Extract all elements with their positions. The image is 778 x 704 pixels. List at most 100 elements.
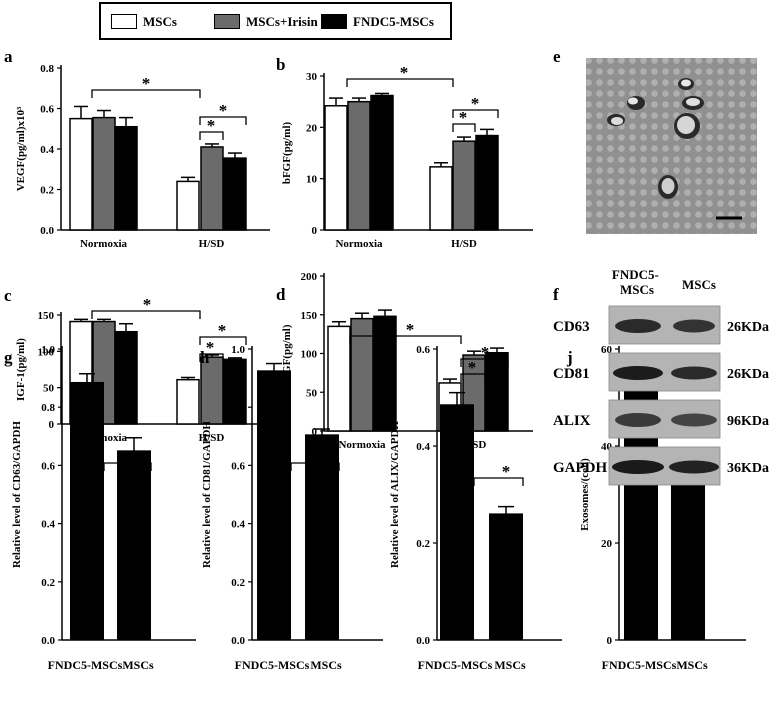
significance-bracket-c: [91, 310, 201, 319]
blot-band-mscs: [671, 366, 717, 380]
em-micrograph: [586, 58, 757, 234]
significance-bracket-b: [452, 109, 499, 118]
bar-charts: a 0.0 0.2 0.4 0.6 0.8 VEGF(pg/ml)x10³ Normoxia H…: [4, 47, 746, 672]
significance-star-d: *: [406, 320, 415, 339]
blot-row-cd63: CD63 26KDa: [553, 305, 769, 345]
bar-h-1: [305, 434, 339, 641]
y-axis-label-a: VEGF(pg/ml)x10³: [15, 106, 27, 191]
significance-star-g: *: [126, 447, 135, 466]
y-tick-label-a: 0.4: [40, 144, 54, 156]
blot-band-fndc5: [615, 413, 661, 427]
bar-b-1-1: [452, 140, 476, 231]
significance-bracket-h: [290, 462, 340, 471]
significance-bracket-a: [199, 116, 247, 125]
bar-a-0-1: [92, 116, 116, 231]
y-tick-label-c: 50: [43, 383, 55, 395]
significance-bracket-c: [199, 353, 224, 362]
significance-star-b: *: [400, 63, 409, 82]
y-tick-label-a: 0.8: [40, 63, 54, 75]
significance-bracket-c: [199, 336, 247, 345]
y-tick-label-i: 0.4: [416, 441, 430, 453]
y-tick-label-a: 0.6: [40, 104, 54, 116]
bar-c-1-0: [176, 378, 200, 425]
y-axis-label-d: HGF(pg/ml): [281, 324, 293, 382]
y-tick-label-c: 0: [49, 419, 55, 431]
significance-bracket-b: [452, 123, 476, 132]
y-tick-label-h: 0.6: [231, 460, 245, 472]
x-tick-label-h: FNDC5-MSCs: [235, 658, 310, 672]
bar-b-1-0: [429, 166, 453, 231]
y-tick-label-g: 0.6: [41, 460, 55, 472]
blot-protein-label: CD63: [553, 319, 590, 335]
y-axis-label-j: Exosomes/(cell): [579, 458, 591, 531]
blot-band-mscs: [673, 319, 715, 333]
y-tick-label-j: 40: [601, 441, 613, 453]
blot-band-fndc5: [612, 460, 664, 474]
bar-c-0-2: [114, 330, 138, 425]
y-tick-label-h: 1.0: [231, 344, 245, 356]
panel-letter-b: b: [276, 55, 285, 74]
significance-bracket-d: [349, 335, 462, 344]
y-tick-label-i: 0.6: [416, 344, 430, 356]
blot-band-fndc5: [615, 319, 661, 333]
blot-protein-label: CD81: [553, 366, 590, 382]
panel-letter-h: h: [200, 348, 210, 367]
y-tick-label-b: 0: [312, 225, 318, 237]
y-tick-label-i: 0.2: [416, 538, 430, 550]
x-tick-label-h: MSCs: [310, 658, 342, 672]
x-tick-label-i: FNDC5-MSCs: [418, 658, 493, 672]
y-tick-label-h: 0.0: [231, 635, 245, 647]
significance-star-a: *: [207, 116, 216, 135]
y-tick-label-c: 100: [38, 346, 55, 358]
y-tick-label-g: 1.0: [41, 344, 55, 356]
x-tick-label-i: MSCs: [494, 658, 526, 672]
x-tick-label-a: Normoxia: [80, 238, 128, 250]
panel-letter-e: e: [553, 47, 561, 66]
bar-a-0-0: [69, 117, 93, 231]
panel-letter-c: c: [4, 286, 12, 305]
y-axis-label-c: IGF-1(pg/ml): [15, 338, 27, 401]
significance-star-h: *: [314, 447, 323, 466]
significance-star-b: *: [471, 94, 480, 113]
significance-bracket-g: [103, 462, 152, 471]
significance-star-d: *: [468, 358, 477, 377]
blot-size-label: 26KDa: [727, 367, 769, 382]
significance-bracket-b: [346, 78, 454, 87]
blot-col-label-mscs: MSCs: [682, 277, 716, 292]
y-tick-label-b: 20: [306, 122, 318, 134]
y-tick-label-j: 60: [601, 344, 613, 356]
bar-g-1: [117, 450, 151, 641]
blot-protein-label: GAPDH: [553, 460, 607, 476]
y-tick-label-g: 0.2: [41, 577, 55, 589]
panel-letter-i: i: [387, 348, 392, 367]
significance-star-a: *: [219, 101, 228, 120]
panel-letter-j: j: [566, 348, 573, 367]
bar-b-0-0: [324, 105, 348, 231]
y-tick-label-h: 0.8: [231, 402, 245, 414]
panel-letter-f: f: [553, 285, 559, 304]
chart-panel-i: i 0.0 0.2 0.4 0.6 Relative level of ALIX/GAPD…: [387, 344, 562, 672]
bar-d-0-2: [373, 315, 397, 432]
legend-swatch-mscs-irisin: [214, 14, 240, 29]
significance-bracket-a: [199, 131, 224, 140]
y-tick-label-j: 20: [601, 538, 613, 550]
blot-band-mscs: [669, 460, 719, 474]
panel-letter-g: g: [4, 348, 13, 367]
bar-a-1-1: [200, 146, 224, 231]
y-tick-label-j: 0: [607, 635, 613, 647]
y-axis-label-i: Relative level of ALIX/GAPDH: [389, 421, 401, 568]
significance-bracket-a: [91, 89, 201, 98]
y-tick-label-d: 100: [301, 349, 318, 361]
bar-c-1-1: [200, 356, 224, 425]
x-tick-label-g: FNDC5-MSCs: [48, 658, 123, 672]
bar-d-1-2: [485, 351, 509, 432]
blot-col-label-fndc5: FNDC5- MSCs: [612, 267, 662, 297]
y-tick-label-i: 0.0: [416, 635, 430, 647]
significance-bracket-i: [473, 477, 524, 486]
x-tick-label-b: H/SD: [451, 238, 477, 250]
significance-star-c: *: [143, 295, 152, 314]
significance-star-c: *: [206, 338, 215, 357]
x-tick-label-c: H/SD: [199, 432, 225, 444]
